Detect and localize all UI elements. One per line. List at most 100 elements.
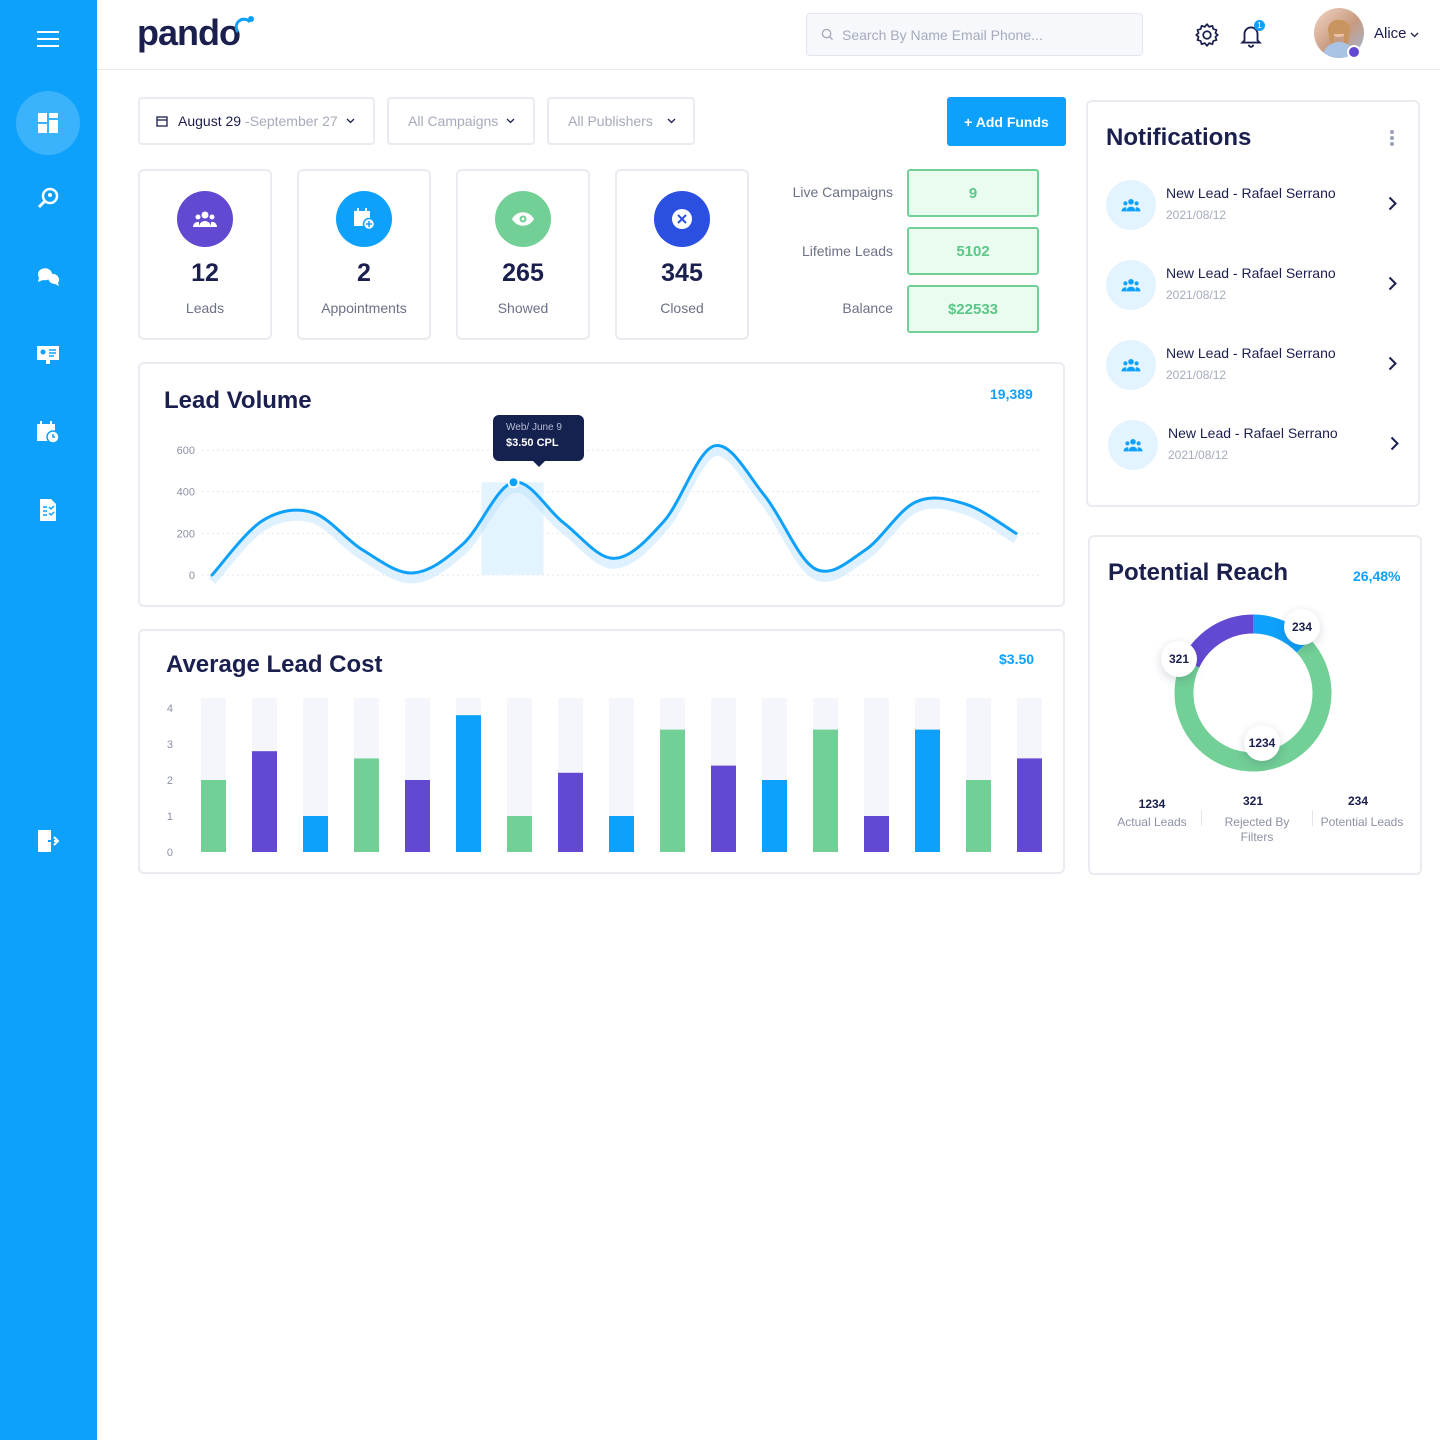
stat-icon-circle <box>654 191 710 247</box>
series-line <box>210 444 1018 577</box>
stat-card-closed: 345 Closed <box>615 169 749 340</box>
avg-lead-cost-title: Average Lead Cost <box>166 651 383 678</box>
more-options-icon[interactable] <box>1389 129 1395 147</box>
notification-title: New Lead - Rafael Serrano <box>1166 265 1336 281</box>
calendar-clock-icon <box>37 421 60 444</box>
sidebar-item-search-leads[interactable] <box>16 166 80 230</box>
bell-icon[interactable] <box>1238 22 1264 48</box>
chevron-right-icon[interactable] <box>1388 196 1397 211</box>
contact-card-icon <box>37 346 59 364</box>
bar <box>711 765 736 852</box>
logo-mark-icon <box>234 16 254 33</box>
pie-slice <box>1182 614 1254 668</box>
bar <box>303 816 328 852</box>
search-input[interactable] <box>842 26 1122 43</box>
date-range-picker[interactable]: August 29 -September 27 <box>138 97 375 145</box>
notification-title: New Lead - Rafael Serrano <box>1168 425 1338 441</box>
stat-label: Showed <box>497 300 549 316</box>
eye-icon <box>512 212 534 226</box>
hamburger-icon <box>37 31 59 47</box>
search-user-icon <box>37 187 59 209</box>
sidebar-item-logout[interactable] <box>16 809 80 873</box>
notification-item[interactable]: New Lead - Rafael Serrano 2021/08/12 <box>1108 418 1408 474</box>
stat-value: 2 <box>357 259 371 287</box>
stat-icon-circle <box>495 191 551 247</box>
notification-date: 2021/08/12 <box>1168 448 1229 462</box>
reach-actual-label: Actual Leads <box>1117 815 1187 829</box>
logo[interactable]: pando <box>137 12 254 54</box>
chart-tooltip: Web/ June 9 $3.50 CPL <box>493 415 584 467</box>
top-bar: pando 1 Alice <box>97 0 1440 70</box>
user-menu[interactable]: Alice <box>1374 25 1419 42</box>
stat-icon-circle <box>177 191 233 247</box>
sidebar-item-schedule[interactable] <box>16 400 80 464</box>
stat-value: 265 <box>502 259 544 287</box>
publishers-select[interactable]: All Publishers <box>547 97 695 145</box>
logo-text: pando <box>137 12 241 53</box>
sidebar-item-dashboard[interactable] <box>16 91 80 155</box>
date-start: August 29 <box>178 113 242 129</box>
chevron-right-icon[interactable] <box>1388 276 1397 291</box>
lead-volume-total: 19,389 <box>990 386 1033 402</box>
date-end: -September 27 <box>245 113 338 129</box>
avg-lead-cost-card <box>138 629 1065 874</box>
notification-item[interactable]: New Lead - Rafael Serrano 2021/08/12 <box>1106 178 1406 234</box>
notification-title: New Lead - Rafael Serrano <box>1166 345 1336 361</box>
search-icon <box>821 28 834 41</box>
stat-label: Leads <box>185 300 225 316</box>
y-tick-label: 600 <box>177 445 195 457</box>
stat-card-showed: 265 Showed <box>456 169 590 340</box>
notification-item[interactable]: New Lead - Rafael Serrano 2021/08/12 <box>1106 258 1406 314</box>
chevron-right-icon[interactable] <box>1388 356 1397 371</box>
search-box[interactable] <box>806 13 1143 56</box>
notifications-title: Notifications <box>1106 124 1252 151</box>
bar <box>915 729 940 852</box>
reach-rejected-label: Rejected By Filters <box>1224 815 1290 844</box>
publishers-value: All Publishers <box>568 113 653 129</box>
bar <box>252 751 277 852</box>
sidebar-item-campaigns[interactable] <box>16 322 80 386</box>
avatar[interactable] <box>1314 8 1364 58</box>
highlight-point <box>509 478 518 487</box>
user-name: Alice <box>1374 25 1407 42</box>
add-funds-button[interactable]: + Add Funds <box>947 97 1066 146</box>
pie-slice <box>1174 639 1332 772</box>
notification-item[interactable]: New Lead - Rafael Serrano 2021/08/12 <box>1106 338 1406 394</box>
bar <box>864 816 889 852</box>
tooltip-title: Web/ June 9 <box>506 422 562 433</box>
stat-value: 12 <box>191 259 219 287</box>
notification-avatar <box>1106 180 1156 230</box>
summary-label: Live Campaigns <box>792 184 893 200</box>
online-status-dot <box>1347 45 1361 59</box>
bar <box>405 780 430 852</box>
chevron-down-icon <box>506 118 515 124</box>
sidebar-item-reports[interactable] <box>16 478 80 542</box>
lead-volume-title: Lead Volume <box>164 387 312 414</box>
bar <box>456 715 481 852</box>
line-shadow <box>208 447 1019 585</box>
document-icon <box>40 499 56 521</box>
menu-toggle-button[interactable] <box>16 7 80 71</box>
lead-volume-chart: 0 200 400 600 <box>177 444 1040 585</box>
y-tick-label: 2 <box>167 775 173 787</box>
sidebar-item-messages[interactable] <box>16 244 80 308</box>
gear-icon[interactable] <box>1194 22 1220 48</box>
notification-badge: 1 <box>1254 20 1265 31</box>
summary-value-balance: $22533 <box>907 285 1039 333</box>
avg-lead-cost-total: $3.50 <box>999 651 1035 667</box>
chevron-down-icon <box>346 118 355 124</box>
bar <box>354 758 379 852</box>
chevron-down-icon <box>667 118 676 124</box>
bar <box>966 780 991 852</box>
campaigns-select[interactable]: All Campaigns <box>387 97 535 145</box>
donut-bubble-rejected: 321 <box>1161 641 1197 677</box>
y-tick-label: 400 <box>177 487 195 499</box>
bar <box>201 780 226 852</box>
logout-icon <box>38 830 60 852</box>
sidebar <box>0 0 97 1440</box>
notification-date: 2021/08/12 <box>1166 368 1227 382</box>
chevron-right-icon[interactable] <box>1390 436 1399 451</box>
divider <box>1201 810 1202 826</box>
bar <box>762 780 787 852</box>
lead-volume-card <box>138 362 1065 607</box>
